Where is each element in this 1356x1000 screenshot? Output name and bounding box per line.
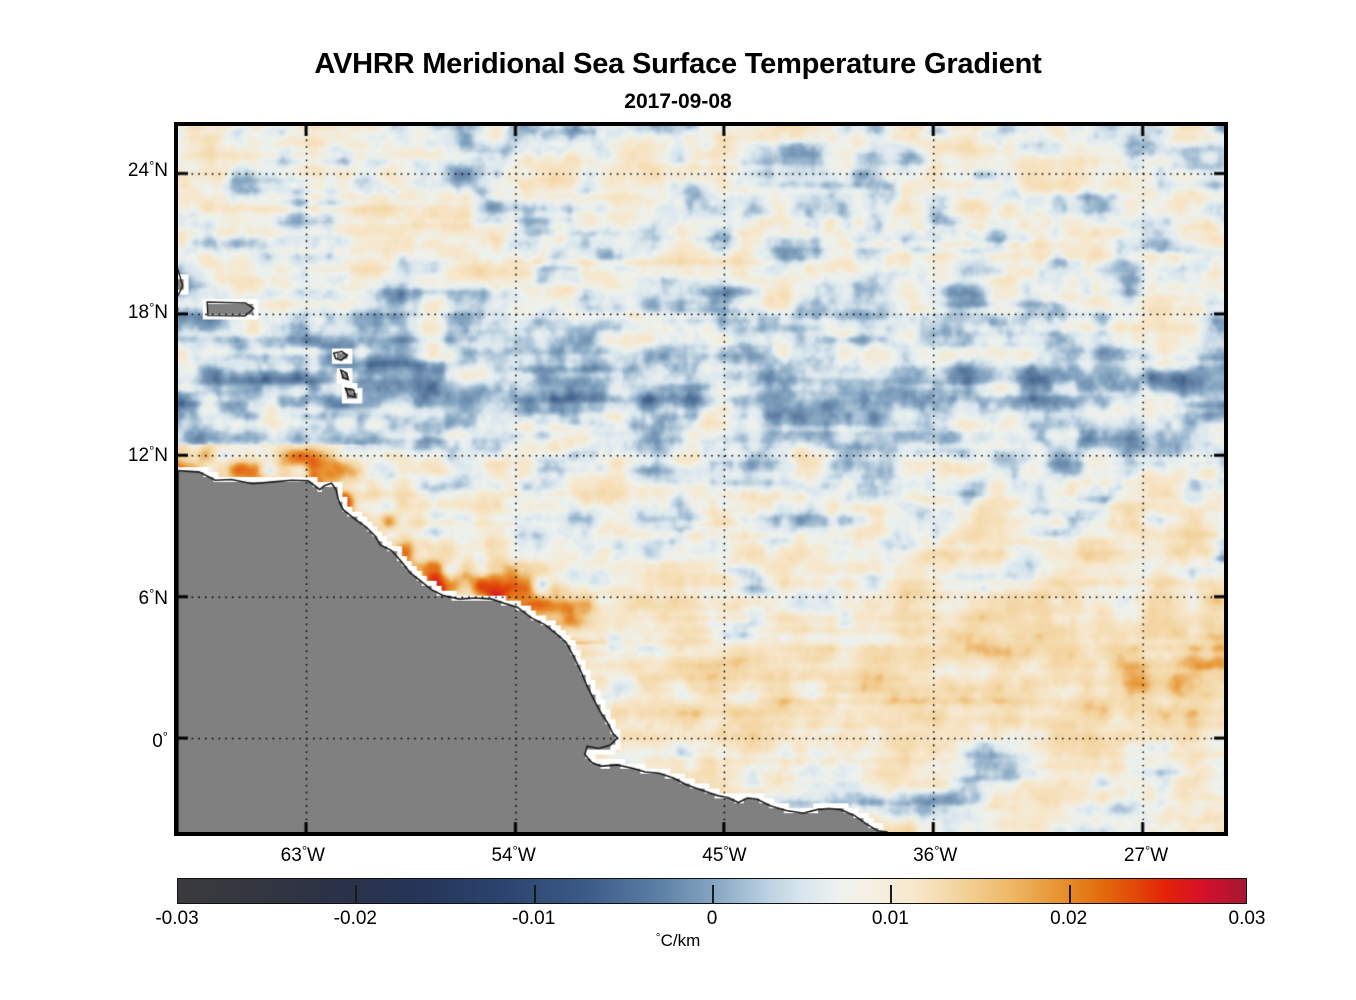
colorbar-tick-labels: -0.03 -0.02 -0.01 0 0.01 0.02 0.03: [155, 908, 1265, 934]
colorbar-tick: [890, 885, 893, 904]
figure-subtitle: 2017-09-08: [624, 90, 732, 113]
x-tick-label: 36°W: [913, 843, 958, 866]
colorbar-tick: [1068, 885, 1071, 904]
colorbar-tick: [533, 885, 536, 904]
colorbar-tick-label: -0.03: [155, 908, 199, 929]
colorbar-tick-label: -0.02: [333, 908, 377, 929]
colorbar-tick-label: 0: [706, 908, 718, 929]
colorbar-tick-label: 0.02: [1050, 908, 1088, 929]
sst-gradient-heatmap: [178, 126, 1224, 832]
colorbar-unit-label: °C/km: [0, 930, 1356, 951]
colorbar: [177, 878, 1247, 904]
y-tick-label: 18°N: [127, 300, 168, 324]
colorbar-tick: [355, 885, 358, 904]
x-tick-label: 27°W: [1123, 843, 1169, 866]
y-axis-tick-labels: 24°N 18°N 12°N 6°N 0°: [94, 122, 168, 836]
x-tick-label: 54°W: [491, 843, 536, 866]
colorbar-tick-label: 0.03: [1228, 908, 1266, 929]
colorbar-tick: [712, 885, 714, 904]
colorbar-tick-label: -0.01: [512, 908, 556, 929]
map-axes: [174, 122, 1228, 836]
colorbar-unit-text: C/km: [660, 931, 701, 950]
y-tick-label: 0°: [152, 728, 168, 752]
x-tick-label: 45°W: [702, 843, 747, 866]
y-tick-label: 12°N: [127, 443, 168, 467]
colorbar-tick-label: 0.01: [871, 908, 909, 929]
degree-symbol: °: [655, 930, 661, 944]
y-tick-label: 6°N: [138, 586, 168, 609]
y-tick-label: 24°N: [127, 157, 168, 181]
figure-title: AVHRR Meridional Sea Surface Temperature…: [314, 48, 1042, 80]
x-tick-label: 63°W: [280, 843, 325, 866]
x-axis-tick-labels: 63°W 54°W 45°W 36°W 27°W: [174, 843, 1228, 873]
